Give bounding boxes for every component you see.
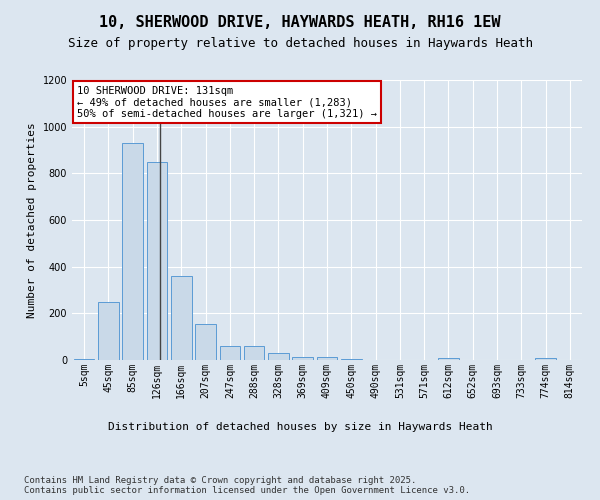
Bar <box>146 162 167 360</box>
Bar <box>341 359 362 360</box>
Bar <box>74 359 94 360</box>
Bar <box>438 358 459 360</box>
Text: Contains HM Land Registry data © Crown copyright and database right 2025.
Contai: Contains HM Land Registry data © Crown c… <box>24 476 470 495</box>
Bar <box>292 357 313 360</box>
Text: Size of property relative to detached houses in Haywards Heath: Size of property relative to detached ho… <box>67 38 533 51</box>
Text: 10 SHERWOOD DRIVE: 131sqm
← 49% of detached houses are smaller (1,283)
50% of se: 10 SHERWOOD DRIVE: 131sqm ← 49% of detac… <box>77 86 377 119</box>
Text: Distribution of detached houses by size in Haywards Heath: Distribution of detached houses by size … <box>107 422 493 432</box>
Bar <box>98 302 119 360</box>
Bar <box>535 358 556 360</box>
Bar <box>317 357 337 360</box>
Bar <box>220 346 240 360</box>
Y-axis label: Number of detached properties: Number of detached properties <box>27 122 37 318</box>
Bar <box>195 324 216 360</box>
Bar <box>171 276 191 360</box>
Bar <box>122 143 143 360</box>
Text: 10, SHERWOOD DRIVE, HAYWARDS HEATH, RH16 1EW: 10, SHERWOOD DRIVE, HAYWARDS HEATH, RH16… <box>99 15 501 30</box>
Bar <box>244 346 265 360</box>
Bar <box>268 354 289 360</box>
